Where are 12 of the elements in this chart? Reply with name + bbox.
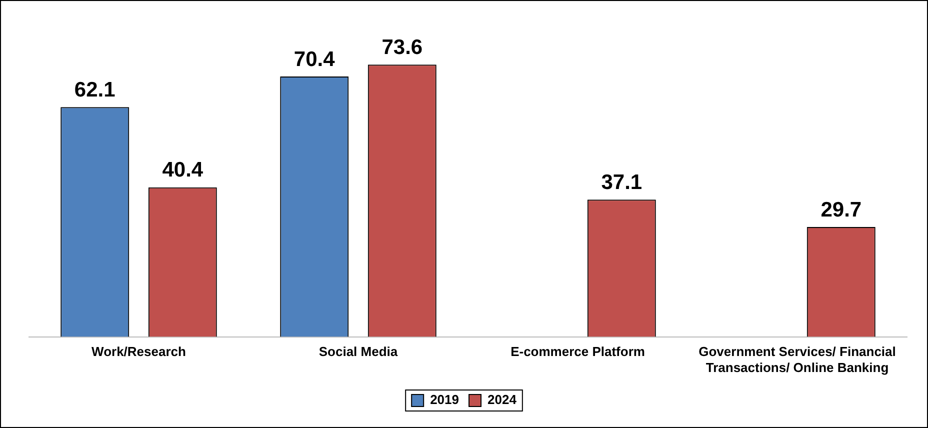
x-tick-label: Work/Research [92,344,186,360]
data-label: 70.4 [294,48,336,71]
legend-label: 2019 [430,392,459,408]
data-label: 73.6 [382,36,423,59]
x-tick-label: E-commerce Platform [510,344,645,360]
data-label: 29.7 [820,198,862,222]
data-label: 37.1 [601,170,642,194]
x-tick-label: Government Services/ Financial Transactions/ Online Banking [698,344,896,375]
x-tick-label: Social Media [318,344,398,360]
data-label: 40.4 [162,158,204,182]
data-label: 62.1 [74,78,116,102]
legend-label: 2024 [488,392,518,408]
